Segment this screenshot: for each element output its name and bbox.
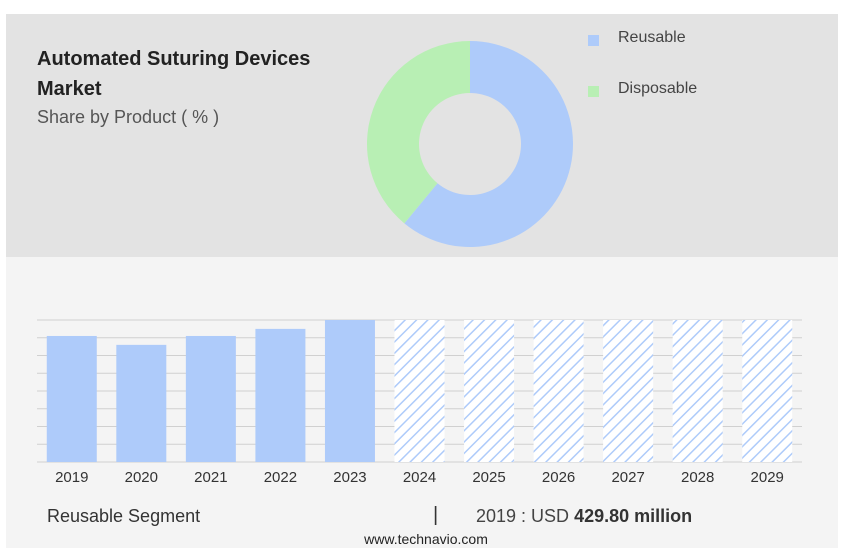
- bar-2029: [742, 320, 793, 462]
- x-tick-label-2028: 2028: [681, 469, 714, 486]
- footer-value-amount: 429.80 million: [574, 506, 693, 526]
- bar-2027: [603, 320, 654, 462]
- footer-value: 2019 : USD 429.80 million: [476, 506, 692, 527]
- legend-label-disposable: Disposable: [618, 80, 698, 97]
- x-tick-label-2029: 2029: [751, 469, 784, 486]
- bar-2023: [324, 320, 375, 462]
- x-tick-label-2025: 2025: [472, 469, 505, 486]
- x-tick-label-2021: 2021: [194, 469, 227, 486]
- bar-2026: [533, 320, 584, 462]
- legend-label-reusable: Reusable: [618, 29, 686, 46]
- source-link[interactable]: www.technavio.com: [364, 531, 488, 547]
- legend-swatch-disposable: [588, 86, 599, 97]
- bar-2021: [185, 335, 236, 462]
- x-tick-label-2022: 2022: [264, 469, 297, 486]
- bar-chart: 2019 2020 2021 2022 2023 2024 2025 2026 2027 2028…: [37, 319, 802, 486]
- footer-segment-label: Reusable Segment: [47, 506, 201, 526]
- bar-2020: [116, 344, 167, 462]
- legend-swatch-reusable: [588, 35, 599, 46]
- bar-2024: [394, 320, 445, 462]
- bar-2019: [46, 335, 97, 462]
- x-tick-label-2026: 2026: [542, 469, 575, 486]
- footer-value-prefix: 2019 : USD: [476, 506, 570, 526]
- x-tick-label-2027: 2027: [611, 469, 644, 486]
- footer-separator: |: [433, 504, 439, 526]
- x-tick-label-2019: 2019: [55, 469, 88, 486]
- x-tick-label-2024: 2024: [403, 469, 436, 486]
- chart-title: Automated Suturing Devices Market: [37, 48, 311, 100]
- bar-2025: [464, 320, 515, 462]
- bar-2022: [255, 328, 306, 462]
- donut-chart: [367, 41, 573, 247]
- donut-slice-disposable: [367, 41, 470, 224]
- chart-subtitle: Share by Product ( % ): [37, 107, 220, 127]
- x-tick-label-2023: 2023: [333, 469, 366, 486]
- bar-2028: [672, 320, 723, 462]
- donut-slice-reusable: [404, 41, 573, 247]
- x-tick-label-2020: 2020: [125, 469, 158, 486]
